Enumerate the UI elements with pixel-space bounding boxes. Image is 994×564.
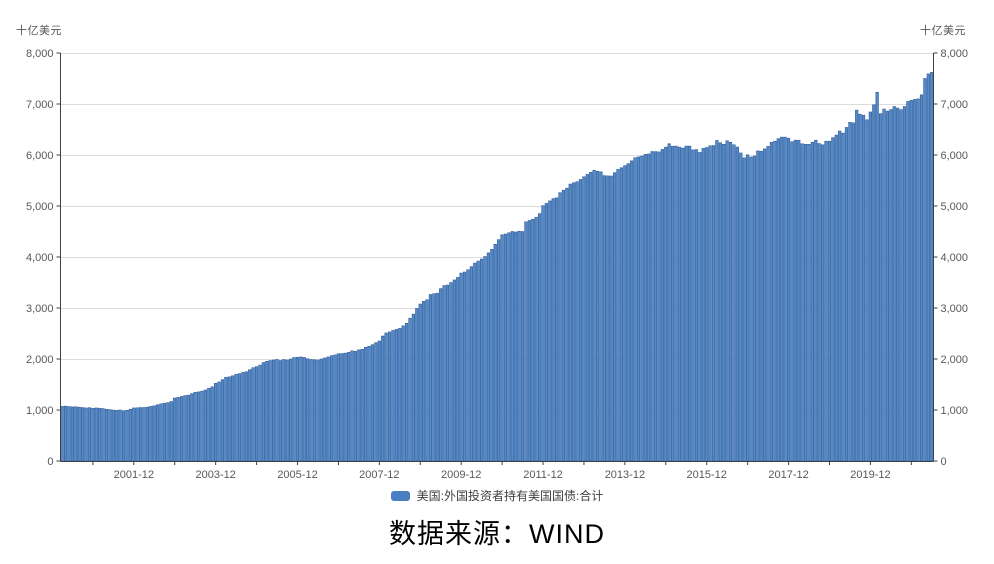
svg-text:4,000: 4,000 (941, 252, 969, 264)
svg-text:1,000: 1,000 (26, 405, 54, 417)
svg-text:7,000: 7,000 (26, 99, 54, 111)
y-axis-right-labels: 0 1,000 2,000 3,000 4,000 5,000 6,000 7,000 8,00… (933, 48, 969, 468)
svg-text:0: 0 (47, 456, 53, 468)
svg-text:2,000: 2,000 (26, 354, 54, 366)
svg-text:1,000: 1,000 (941, 405, 969, 417)
svg-text:7,000: 7,000 (941, 99, 969, 111)
svg-text:2019-12: 2019-12 (850, 469, 890, 480)
svg-text:0: 0 (941, 456, 947, 468)
treasury-holdings-chart: 十亿美元 十亿美元 0 1,000 2,000 3,000 4,000 5,000 6,00… (16, 25, 969, 481)
svg-text:2011-12: 2011-12 (523, 469, 563, 480)
svg-text:6,000: 6,000 (26, 150, 54, 162)
svg-text:2013-12: 2013-12 (605, 469, 645, 480)
svg-text:2007-12: 2007-12 (359, 469, 399, 480)
svg-text:3,000: 3,000 (941, 303, 969, 315)
legend-label: 美国:外国投资者持有美国国债:合计 (416, 489, 604, 503)
svg-text:4,000: 4,000 (26, 252, 54, 264)
svg-text:2005-12: 2005-12 (277, 469, 317, 480)
svg-text:6,000: 6,000 (941, 150, 969, 162)
svg-text:3,000: 3,000 (26, 303, 54, 315)
svg-text:2009-12: 2009-12 (441, 469, 481, 480)
gridlines (60, 53, 934, 411)
svg-text:8,000: 8,000 (941, 48, 969, 60)
legend-swatch-icon (390, 490, 410, 501)
y-axis-left-labels: 0 1,000 2,000 3,000 4,000 5,000 6,000 7,000 8,00… (26, 48, 61, 468)
svg-text:8,000: 8,000 (26, 48, 54, 60)
x-axis-labels: 2001-12 2003-12 2005-12 2007-12 2009-12 2011-… (92, 461, 912, 481)
svg-text:2003-12: 2003-12 (195, 469, 235, 480)
svg-text:2001-12: 2001-12 (114, 469, 154, 480)
svg-text:5,000: 5,000 (941, 201, 969, 213)
svg-text:2015-12: 2015-12 (687, 469, 727, 480)
svg-text:5,000: 5,000 (26, 201, 54, 213)
svg-text:2017-12: 2017-12 (768, 469, 808, 480)
source-caption: 数据来源：WIND (389, 519, 605, 549)
bars-group (60, 72, 934, 462)
svg-text:2,000: 2,000 (941, 354, 969, 366)
legend: 美国:外国投资者持有美国国债:合计 (0, 487, 994, 504)
chart-canvas: 0 1,000 2,000 3,000 4,000 5,000 6,000 7,000 8,00… (26, 48, 969, 481)
y-axis-unit-right: 十亿美元 (920, 25, 966, 37)
y-axis-unit-left: 十亿美元 (16, 25, 62, 37)
